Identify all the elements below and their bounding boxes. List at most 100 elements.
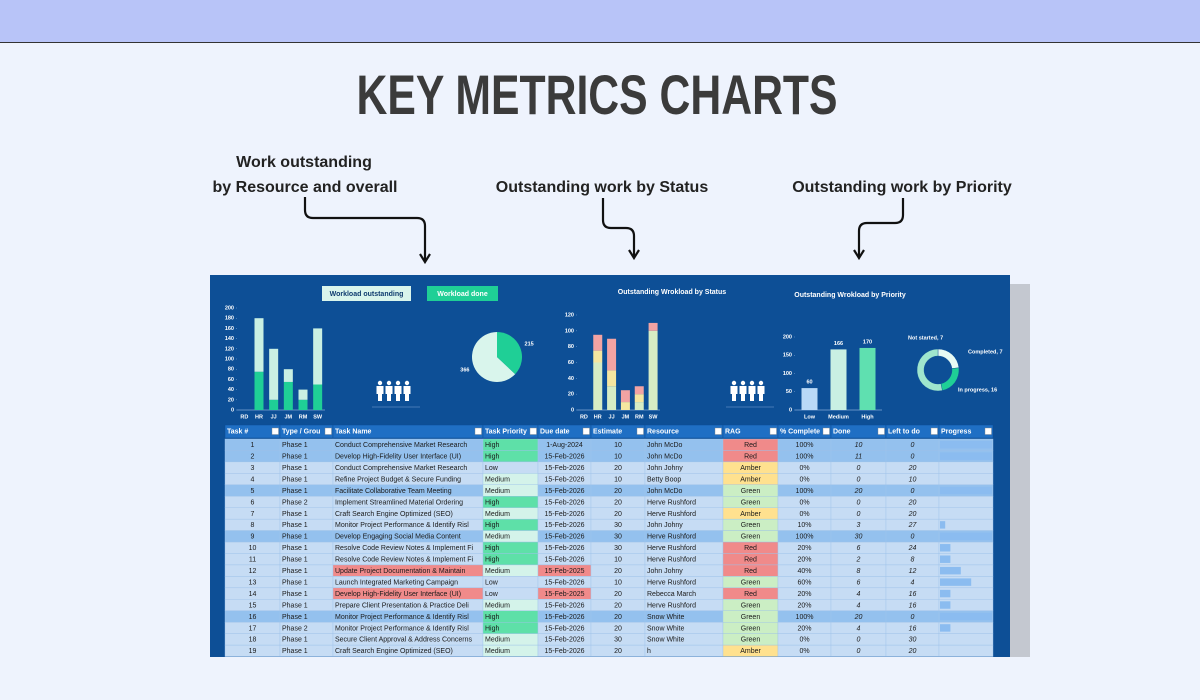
cell-text: 15-Feb-2026 — [544, 614, 584, 621]
cell-text: Amber — [740, 465, 761, 472]
cell-text: 4 — [857, 602, 861, 609]
filter-button[interactable] — [324, 427, 332, 435]
cell-text: Amber — [740, 511, 761, 518]
cell-text: 15-Feb-2026 — [544, 579, 584, 586]
cell-text: 30 — [614, 534, 622, 541]
cell-text: 0% — [799, 465, 809, 472]
filter-button[interactable] — [714, 427, 722, 435]
bar-segment — [607, 386, 617, 410]
cell-text: 20% — [797, 591, 811, 598]
bar-segment — [607, 338, 617, 371]
cell-text: Phase 1 — [282, 454, 308, 461]
filter-button[interactable] — [474, 427, 482, 435]
x-tick-label: HR — [594, 414, 602, 420]
bar-segment — [620, 390, 630, 403]
cell-text: 8 — [251, 522, 255, 529]
cell-text: Green — [741, 625, 761, 632]
progress-bar — [940, 566, 961, 575]
filter-button[interactable] — [984, 427, 992, 435]
cell — [938, 473, 994, 486]
legend-label: Workload done — [437, 291, 488, 298]
cell-text: 20 — [614, 625, 622, 632]
bar-segment — [620, 402, 630, 410]
bar-segment — [283, 369, 293, 382]
cell-text: Phase 1 — [282, 579, 308, 586]
cell-text: Craft Search Engine Optimized (SEO) — [335, 511, 453, 518]
bar-segment — [269, 348, 279, 400]
cell-text: 1-Aug-2024 — [546, 442, 583, 449]
filter-button[interactable] — [582, 427, 590, 435]
cell-text: Phase 2 — [282, 625, 308, 632]
y-tick-label: 200 — [783, 334, 792, 340]
cell-text: 30 — [614, 637, 622, 644]
cell-text: 100% — [796, 614, 814, 621]
cell-text: John Johny — [647, 568, 683, 575]
filter-button[interactable] — [529, 427, 537, 435]
cell-text: 0 — [857, 465, 861, 472]
filter-button[interactable] — [769, 427, 777, 435]
people-icon — [404, 380, 410, 386]
cell-text: Low — [485, 579, 499, 586]
legend-button[interactable] — [322, 286, 411, 301]
cell-text: Medium — [485, 511, 510, 518]
cell-text: Monitor Project Performance & Identify R… — [335, 625, 469, 632]
filter-button[interactable] — [271, 427, 279, 435]
cell-text: Green — [741, 614, 761, 621]
cell-text: h — [647, 648, 651, 655]
x-tick-label: JM — [622, 414, 630, 420]
filter-button[interactable] — [930, 427, 938, 435]
progress-bar — [940, 544, 951, 552]
cell-text: Snow White — [647, 625, 684, 632]
data-label: 170 — [863, 339, 872, 345]
cell-text: Medium — [485, 602, 510, 609]
cell-text: John McDo — [647, 454, 683, 461]
cell-text: High — [485, 499, 500, 506]
cell-text: Medium — [485, 476, 510, 483]
cell-text: Phase 1 — [282, 591, 308, 598]
cell-text: Amber — [740, 648, 761, 655]
cell-text: 20 — [908, 648, 917, 655]
data-label: 60 — [806, 380, 812, 386]
cell-text: 10 — [614, 557, 622, 564]
arrow-head — [853, 249, 865, 261]
filter-button[interactable] — [877, 427, 885, 435]
cell-text: 10% — [797, 522, 811, 529]
cell-text: 18 — [249, 637, 257, 644]
cell-text: Herve Rushford — [647, 545, 696, 552]
cell-text: 11 — [855, 454, 862, 461]
cell-text: 17 — [249, 625, 257, 632]
column-header: Type / Grou — [282, 428, 320, 435]
cell-text: 15-Feb-2025 — [544, 568, 584, 575]
bar-segment — [254, 318, 264, 372]
cell-text: 15-Feb-2026 — [544, 476, 584, 483]
x-tick-label: RM — [299, 414, 308, 420]
progress-bar — [940, 612, 992, 621]
cell-text: 60% — [797, 579, 811, 586]
cell-text: Low — [485, 591, 499, 598]
cell-text: 16 — [909, 602, 917, 609]
cell-text: 10 — [614, 579, 622, 586]
progress-bar — [940, 441, 992, 449]
y-tick-label: 80 — [228, 367, 234, 373]
filter-button[interactable] — [636, 427, 644, 435]
column-header: % Complete — [780, 428, 820, 435]
cell-text: Develop High-Fidelity User Interface (UI… — [335, 591, 461, 598]
bar-segment — [648, 330, 658, 410]
progress-bar — [940, 589, 951, 598]
y-tick-label: 20 — [568, 392, 574, 398]
people-icon — [757, 386, 765, 401]
cell-text: Amber — [740, 476, 761, 483]
x-tick-label: JJ — [271, 414, 277, 420]
cell-text: 19 — [249, 648, 257, 655]
cell-text: 20% — [797, 557, 811, 564]
bar-segment — [313, 384, 323, 410]
cell-text: 24 — [908, 545, 917, 552]
y-tick-label: 120 — [565, 312, 574, 318]
legend-button[interactable] — [427, 286, 498, 301]
cell-text: Herve Rushford — [647, 602, 696, 609]
x-tick-label: Medium — [828, 414, 849, 420]
cell-text: 15-Feb-2025 — [544, 591, 584, 598]
filter-button[interactable] — [822, 427, 830, 435]
